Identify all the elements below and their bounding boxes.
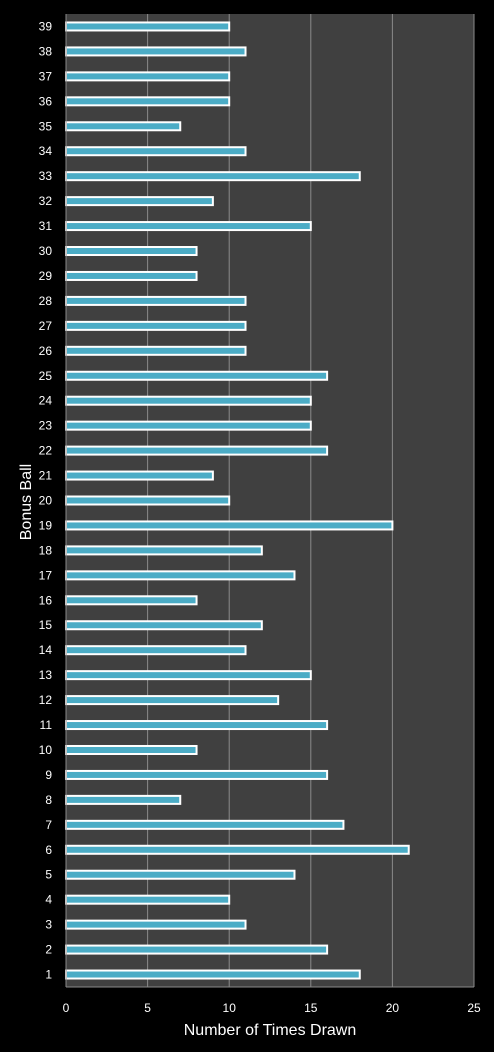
y-tick-label-34: 34 [39, 144, 53, 158]
x-tick-label-0: 0 [63, 1001, 70, 1015]
y-tick-label-17: 17 [39, 568, 53, 582]
bar-3 [65, 919, 247, 930]
bar-14 [65, 645, 247, 656]
y-tick-label-11: 11 [40, 718, 53, 732]
y-tick-label-24: 24 [39, 394, 53, 408]
bars [65, 21, 410, 980]
x-tick-label-25: 25 [467, 1001, 481, 1015]
y-tick-label-1: 1 [45, 968, 52, 982]
y-tick-label-32: 32 [39, 194, 53, 208]
y-tick-label-27: 27 [39, 319, 53, 333]
y-tick-label-7: 7 [45, 818, 52, 832]
bar-4 [65, 894, 231, 905]
bar-17 [65, 570, 296, 581]
bar-12 [65, 695, 280, 706]
bar-21 [65, 470, 214, 481]
bar-26 [65, 345, 247, 356]
y-tick-label-39: 39 [39, 19, 53, 33]
y-tick-label-22: 22 [39, 444, 53, 458]
bar-39 [65, 21, 231, 32]
bar-32 [65, 196, 214, 207]
y-tick-label-5: 5 [45, 868, 52, 882]
y-tick-label-10: 10 [39, 743, 53, 757]
bar-34 [65, 146, 247, 157]
y-tick-label-8: 8 [45, 793, 52, 807]
bar-29 [65, 270, 198, 281]
bar-25 [65, 370, 329, 381]
axes [65, 14, 474, 988]
y-tick-label-19: 19 [39, 518, 53, 532]
y-tick-label-15: 15 [39, 618, 53, 632]
y-tick-label-2: 2 [45, 943, 52, 957]
y-tick-label-23: 23 [39, 419, 53, 433]
y-tick-label-36: 36 [39, 94, 53, 108]
y-tick-label-35: 35 [39, 119, 53, 133]
y-tick-labels: 1234567891011121314151617181920212223242… [39, 19, 53, 981]
bar-22 [65, 445, 329, 456]
y-tick-label-16: 16 [39, 593, 53, 607]
x-tick-label-5: 5 [144, 1001, 151, 1015]
y-tick-label-33: 33 [39, 169, 53, 183]
bar-35 [65, 121, 182, 132]
x-axis-title: Number of Times Drawn [184, 1022, 357, 1039]
y-tick-label-26: 26 [39, 344, 53, 358]
y-tick-label-28: 28 [39, 294, 53, 308]
bar-20 [65, 495, 231, 506]
bar-33 [65, 171, 361, 182]
y-tick-label-12: 12 [39, 693, 53, 707]
bar-6 [65, 844, 410, 855]
bar-27 [65, 320, 247, 331]
y-tick-label-31: 31 [39, 219, 53, 233]
y-tick-label-6: 6 [45, 843, 52, 857]
bar-36 [65, 96, 231, 107]
bar-31 [65, 221, 312, 232]
bar-11 [65, 720, 329, 731]
bar-9 [65, 769, 329, 780]
y-tick-label-25: 25 [39, 369, 53, 383]
bar-30 [65, 246, 198, 257]
y-tick-label-38: 38 [39, 44, 53, 58]
bar-18 [65, 545, 263, 556]
y-tick-label-13: 13 [39, 668, 53, 682]
bar-28 [65, 295, 247, 306]
x-tick-label-20: 20 [386, 1001, 400, 1015]
y-tick-label-29: 29 [39, 269, 53, 283]
y-tick-label-20: 20 [39, 494, 53, 508]
bar-10 [65, 744, 198, 755]
bar-7 [65, 819, 345, 830]
y-tick-label-3: 3 [45, 918, 52, 932]
y-axis-title: Bonus Ball [18, 464, 35, 541]
y-tick-label-21: 21 [39, 469, 53, 483]
x-tick-label-10: 10 [223, 1001, 237, 1015]
bar-15 [65, 620, 263, 631]
y-tick-label-18: 18 [39, 543, 53, 557]
bar-16 [65, 595, 198, 606]
bar-23 [65, 420, 312, 431]
bar-5 [65, 869, 296, 880]
bar-2 [65, 944, 329, 955]
bar-38 [65, 46, 247, 57]
bar-37 [65, 71, 231, 82]
y-tick-label-37: 37 [39, 69, 53, 83]
y-tick-label-30: 30 [39, 244, 53, 258]
y-tick-label-4: 4 [45, 893, 52, 907]
y-tick-label-9: 9 [45, 768, 52, 782]
bar-1 [65, 969, 361, 980]
bar-13 [65, 670, 312, 681]
x-tick-labels: 0 5 10 15 20 25 [63, 1001, 481, 1015]
bar-8 [65, 794, 182, 805]
bar-19 [65, 520, 394, 531]
y-tick-label-14: 14 [39, 643, 53, 657]
x-tick-label-15: 15 [304, 1001, 318, 1015]
bar-24 [65, 395, 312, 406]
